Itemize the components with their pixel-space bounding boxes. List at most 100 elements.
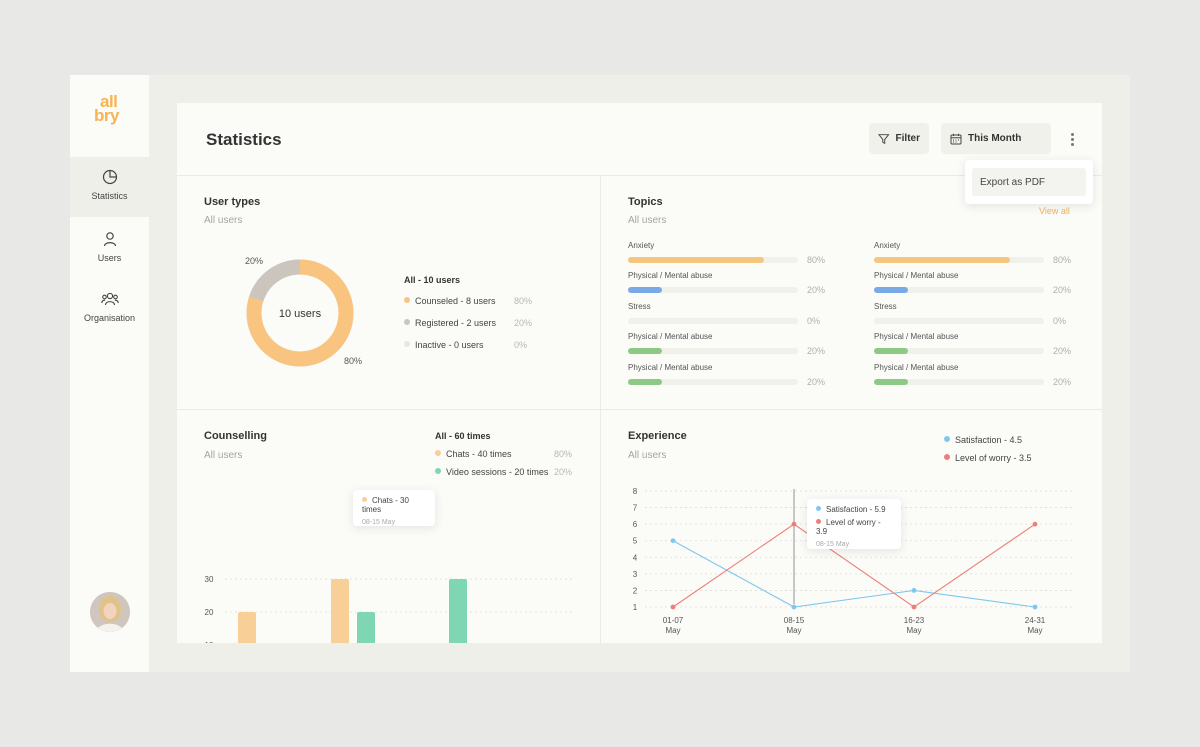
counselling-subtitle: All users	[204, 450, 243, 461]
donut-label-bottom: 80%	[344, 356, 362, 366]
sidebar: all bry Statistics Users	[70, 75, 149, 672]
y-tick-label: 4	[633, 553, 638, 562]
topic-label-text: Anxiety	[874, 241, 901, 250]
calendar-icon	[950, 133, 962, 144]
filter-label: Filter	[895, 133, 920, 144]
experience-subtitle: All users	[628, 450, 667, 461]
topic-pct: 20%	[807, 377, 825, 387]
nav-label: Organisation	[83, 313, 136, 323]
filter-button[interactable]: Filter	[869, 123, 929, 154]
topic-pct: 80%	[1053, 255, 1071, 265]
legend-label: Video sessions - 20 times	[446, 467, 549, 477]
date-range-label: This Month	[968, 133, 1022, 144]
tooltip-date: 08-15 May	[362, 519, 396, 526]
group-icon	[100, 292, 119, 306]
nav-item-organisation[interactable]: Organisation	[70, 279, 149, 339]
topic-pct-text: 0%	[807, 315, 821, 326]
counselling-legend-title: All - 60 times	[435, 431, 491, 441]
export-pdf-menu-item[interactable]: Export as PDF	[972, 168, 1086, 196]
tooltip-line1: Satisfaction - 5.9	[826, 505, 886, 514]
pie-chart-icon	[102, 169, 117, 185]
x-tick-label: May	[786, 626, 801, 635]
y-tick-label: 2	[633, 586, 638, 595]
legend-label: Inactive - 0 users	[415, 340, 484, 350]
topic-label: Stress	[874, 302, 897, 311]
topic-label: Anxiety	[874, 241, 900, 250]
legend-dot	[944, 436, 950, 442]
topic-bar	[874, 287, 1044, 294]
avatar[interactable]	[90, 592, 130, 632]
point-satisfaction	[791, 604, 797, 610]
logo[interactable]: all bry	[94, 92, 119, 125]
counselling-tooltip: Chats - 30 times 08-15 May	[353, 490, 435, 526]
topic-pct-text: 0%	[1053, 315, 1067, 326]
user-types-title: User types	[204, 196, 261, 208]
x-tick-label: May	[906, 626, 921, 635]
topics-subtitle: All users	[628, 215, 667, 226]
legend-label: Level of worry - 3.5	[955, 453, 1032, 463]
user-types-subtitle: All users	[204, 215, 243, 226]
topic-label: Physical / Mental abuse	[874, 332, 959, 341]
topic-bar	[628, 257, 798, 263]
legend-label: Satisfaction - 4.5	[955, 435, 1023, 445]
topic-label: Physical / Mental abuse	[628, 363, 713, 372]
topic-bar-fill	[874, 348, 908, 355]
topic-label-text: Physical / Mental abuse	[874, 332, 959, 342]
line-level-of-worry	[672, 523, 1036, 608]
y-tick-label: 7	[633, 504, 638, 513]
legend-pct: 0%	[514, 340, 528, 350]
topic-label-text: Anxiety	[628, 241, 655, 250]
legend-item: Level of worry - 3.5	[944, 453, 1032, 463]
legend-label: Chats - 40 times	[446, 449, 512, 459]
topic-pct: 0%	[1053, 316, 1066, 326]
topic-bar	[874, 257, 1044, 263]
tooltip-line2: Level of worry - 3.9	[816, 518, 881, 536]
nav-label: Users	[97, 253, 122, 263]
topic-pct: 20%	[1053, 346, 1071, 356]
view-all-link[interactable]: View all	[1039, 206, 1070, 216]
experience-tooltip: Satisfaction - 5.9 Level of worry - 3.9 …	[807, 499, 901, 549]
topic-bar-fill	[628, 348, 662, 355]
legend-item: Video sessions - 20 times 20%	[435, 467, 575, 477]
legend-item: Chats - 40 times 80%	[435, 449, 575, 459]
point-level-of-worry	[791, 521, 797, 527]
point-satisfaction	[911, 588, 917, 593]
tooltip-date: 08-15 May	[816, 541, 850, 548]
legend-dot	[435, 450, 441, 456]
legend-dot	[404, 297, 410, 303]
topic-pct-text: 80%	[1053, 255, 1072, 265]
legend-dot	[404, 341, 410, 347]
topic-bar-fill	[628, 378, 662, 385]
topic-pct-text: 80%	[807, 255, 826, 265]
topic-label: Physical / Mental abuse	[628, 332, 713, 341]
y-tick-label: 10	[205, 641, 214, 643]
x-tick-label: 08-15	[784, 616, 805, 625]
topic-label-text: Physical / Mental abuse	[874, 271, 959, 281]
point-level-of-worry	[670, 604, 676, 610]
topic-label-text: Stress	[628, 301, 651, 311]
user-icon	[103, 232, 116, 247]
topic-pct-text: 20%	[1053, 285, 1072, 296]
bar-chats	[238, 612, 256, 643]
date-range-button[interactable]: This Month	[941, 123, 1051, 154]
options-menu: Export as PDF	[965, 160, 1093, 204]
line-satisfaction	[672, 540, 1036, 608]
y-tick-label: 20	[205, 608, 214, 617]
nav-item-statistics[interactable]: Statistics	[70, 157, 149, 217]
topic-bar	[874, 378, 1044, 385]
topic-label-text: Physical / Mental abuse	[628, 271, 713, 281]
topic-pct: 0%	[807, 316, 820, 326]
legend-pct: 20%	[554, 467, 573, 477]
topic-label-text: Physical / Mental abuse	[874, 362, 959, 372]
topic-pct-text: 20%	[1053, 376, 1072, 387]
topic-pct: 80%	[807, 255, 825, 265]
more-options-icon[interactable]	[1063, 129, 1081, 149]
topic-bar	[628, 317, 798, 324]
donut-slice-counseled	[246, 259, 354, 367]
topic-bar	[874, 317, 1044, 324]
nav-item-users[interactable]: Users	[70, 219, 149, 279]
topic-bar-fill	[874, 378, 908, 385]
legend-item: Counseled - 8 users 80%	[404, 296, 544, 306]
topic-pct: 20%	[807, 346, 825, 356]
